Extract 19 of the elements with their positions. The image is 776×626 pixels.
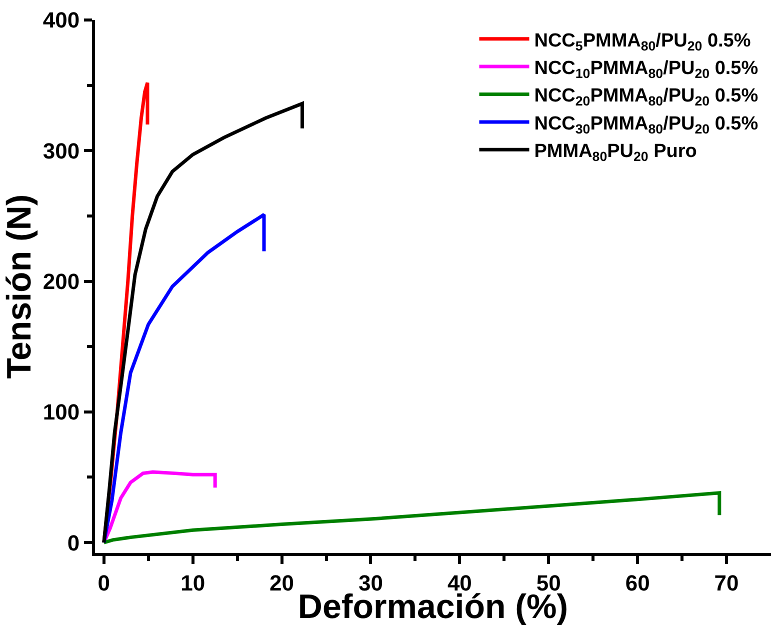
legend-label: NCC$_{30}$PMMA$_{80}$/PU$_{20}$ 0.5% <box>534 113 758 136</box>
line-series <box>102 212 266 544</box>
legend-label: NCC$_{20}$PMMA$_{80}$/PU$_{20}$ 0.5% <box>534 86 758 109</box>
y-axis-title: Tensión (N) <box>0 194 38 379</box>
line-series <box>102 102 304 544</box>
x-tick-label: 10 <box>180 570 206 596</box>
y-tick-label: 300 <box>42 138 80 164</box>
line-series <box>102 491 722 544</box>
legend-label: NCC$_{10}$PMMA$_{80}$/PU$_{20}$ 0.5% <box>534 58 758 81</box>
y-tick-label: 400 <box>42 8 80 33</box>
legend-label: PMMA$_{80}$PU$_{20}$ Puro <box>534 141 697 164</box>
y-tick-label: 0 <box>67 530 80 556</box>
y-tick-label: 200 <box>42 268 80 294</box>
x-tick-label: 60 <box>625 570 650 596</box>
legend-label: NCC$_{5}$PMMA$_{80}$/PU$_{20}$ 0.5% <box>534 30 751 54</box>
x-tick-label: 70 <box>714 570 739 596</box>
x-tick-label: 0 <box>98 570 110 596</box>
y-tick-label: 100 <box>42 400 80 425</box>
x-tick-label: 20 <box>270 570 294 596</box>
